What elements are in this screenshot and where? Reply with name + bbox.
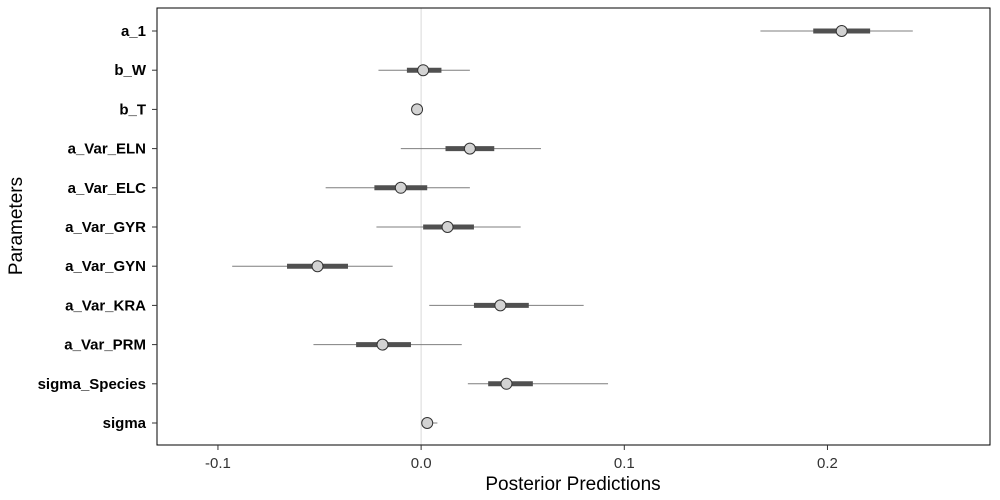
median-point <box>394 181 407 194</box>
median-point <box>417 64 430 77</box>
x-tick-label: 0.2 <box>817 455 838 472</box>
parameter-row-a-var-gyn <box>232 260 393 273</box>
median-point <box>311 260 324 273</box>
parameter-row-a-var-kra <box>429 299 584 312</box>
median-point <box>421 417 434 429</box>
parameter-label: b_W <box>114 62 147 79</box>
median-point <box>494 299 507 312</box>
x-tick-label: 0.0 <box>411 455 432 472</box>
parameter-label: b_T <box>119 101 146 118</box>
median-point <box>835 25 848 37</box>
x-axis-ticks: -0.1 0.0 0.1 0.2 <box>205 445 838 472</box>
plot-panel <box>157 8 990 445</box>
parameter-label: a_Var_KRA <box>65 297 146 314</box>
parameter-labels: a_1 b_W b_T a_Var_ELN a_Var_ELC a_Var_GYR a_Va… <box>38 23 157 432</box>
parameter-label: sigma_Species <box>38 376 146 393</box>
x-axis-title: Posterior Predictions <box>485 474 660 495</box>
parameter-row-a-var-eln <box>400 142 541 155</box>
parameter-row-sigma-species <box>467 377 609 390</box>
parameter-row-sigma <box>421 417 438 429</box>
parameter-label: a_1 <box>121 23 146 40</box>
parameter-row-b-t <box>411 103 424 116</box>
y-axis-title: Parameters <box>6 177 27 275</box>
median-point <box>376 338 389 351</box>
parameter-label: a_Var_ELC <box>68 180 147 197</box>
parameter-label: a_Var_PRM <box>64 337 146 354</box>
parameter-label: a_Var_GYR <box>65 219 146 236</box>
x-tick-label: -0.1 <box>205 455 231 472</box>
x-tick-label: 0.1 <box>614 455 635 472</box>
parameter-label: sigma <box>103 415 147 432</box>
parameter-row-a-var-elc <box>325 181 470 194</box>
interval-layer <box>232 25 913 429</box>
median-point <box>463 142 476 155</box>
parameter-label: a_Var_GYN <box>65 258 146 275</box>
parameter-label: a_Var_ELN <box>68 141 146 158</box>
parameter-row-a-var-gyr <box>376 221 521 233</box>
median-point <box>411 103 424 116</box>
parameter-row-a-var-prm <box>313 338 462 351</box>
parameter-row-a-1 <box>760 25 913 37</box>
parameter-row-b-w <box>378 64 470 77</box>
median-point <box>441 221 454 233</box>
median-point <box>500 377 513 390</box>
